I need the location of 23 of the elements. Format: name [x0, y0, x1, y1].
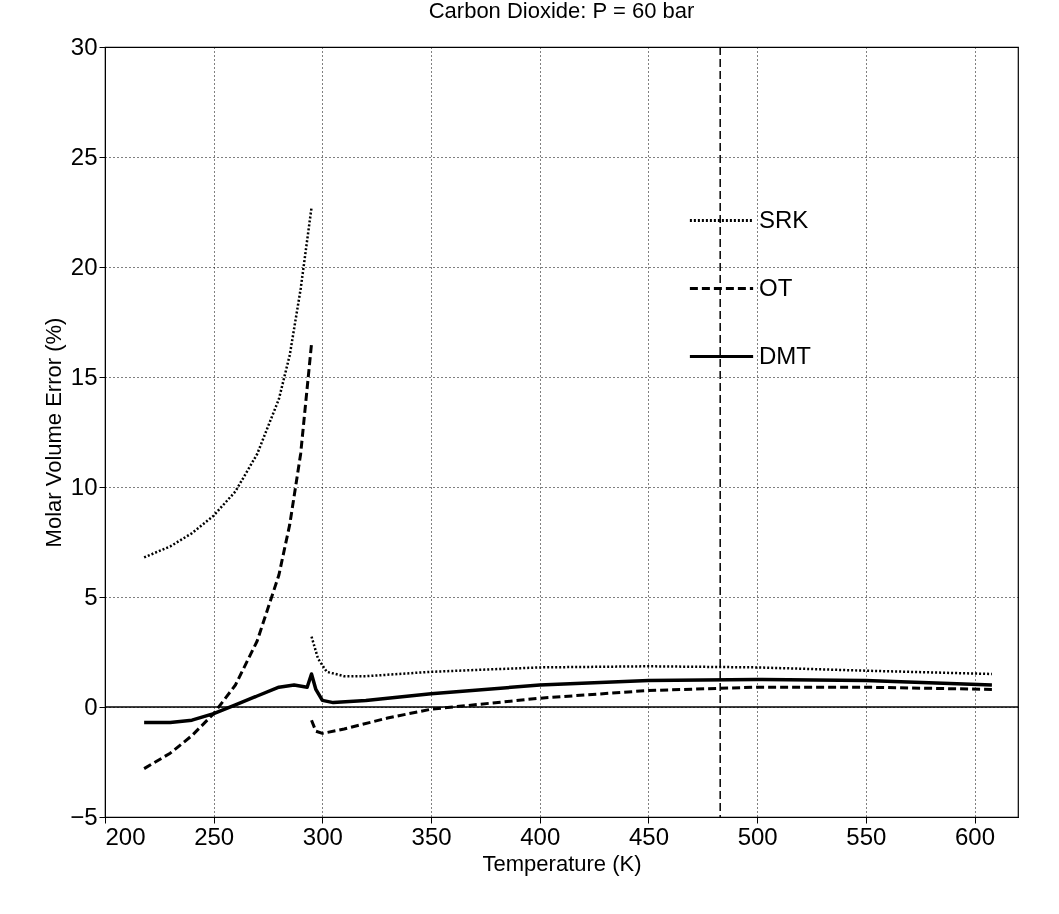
y-tick-label: 25	[70, 142, 98, 170]
x-tick-label: 350	[411, 822, 452, 850]
x-tick-label: 500	[737, 822, 778, 850]
x-tick-label: 400	[520, 822, 561, 850]
y-tick-label: −5	[70, 802, 98, 830]
x-axis-title: Temperature (K)	[482, 850, 642, 876]
x-tick-label: 600	[955, 822, 996, 850]
legend-label: OT	[759, 273, 793, 301]
x-tick-label: 550	[846, 822, 887, 850]
y-tick-label: 10	[70, 472, 98, 500]
y-tick-label: 5	[84, 582, 98, 610]
x-tick-label: 200	[105, 822, 146, 850]
x-tick-label: 250	[194, 822, 235, 850]
y-tick-label: 30	[70, 32, 98, 60]
y-tick-label: 20	[70, 252, 98, 280]
y-tick-label: 15	[70, 362, 98, 390]
legend-label: DMT	[759, 341, 812, 369]
legend-label: SRK	[759, 205, 809, 233]
x-tick-label: 450	[628, 822, 669, 850]
y-tick-label: 0	[84, 692, 98, 720]
x-tick-label: 300	[302, 822, 343, 850]
y-axis-title: Molar Volume Error (%)	[41, 317, 67, 548]
chart-title: Carbon Dioxide: P = 60 bar	[428, 0, 695, 23]
